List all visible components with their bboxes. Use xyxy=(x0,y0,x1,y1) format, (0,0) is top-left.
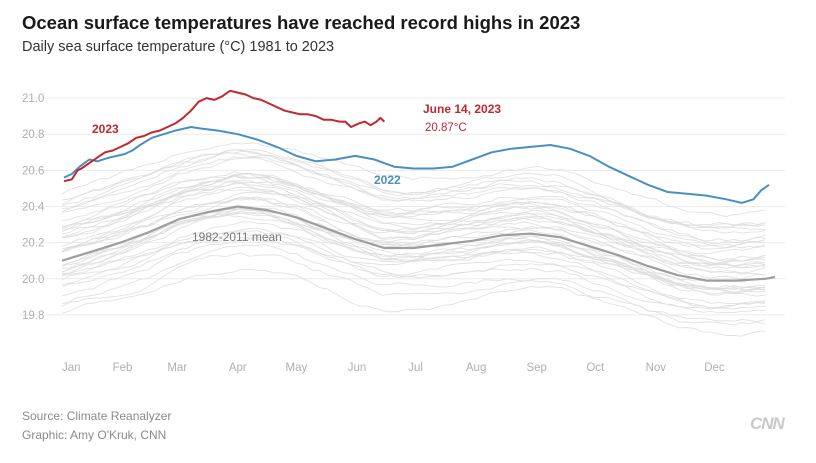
y-tick-label: 19.8 xyxy=(22,310,44,322)
background-year-line xyxy=(61,179,766,264)
y-axis-tick-labels: 19.8 20.0 20.2 20.4 20.6 20.8 21.0 xyxy=(22,93,45,322)
background-year-line xyxy=(61,189,766,269)
chart-subtitle: Daily sea surface temperature (°C) 1981 … xyxy=(22,39,335,55)
background-year-line xyxy=(61,150,766,242)
background-year-line xyxy=(61,181,766,261)
y-tick-label: 20.4 xyxy=(22,201,45,213)
x-tick-label: Sep xyxy=(526,362,546,374)
x-tick-label: Dec xyxy=(704,362,725,374)
background-year-line xyxy=(61,214,766,297)
background-year-line xyxy=(61,186,766,267)
label-2022: 2022 xyxy=(374,173,401,187)
label-mean: 1982-2011 mean xyxy=(192,230,282,244)
x-tick-label: Aug xyxy=(466,362,486,374)
cnn-logo: CNN xyxy=(750,414,785,433)
x-tick-label: Jun xyxy=(348,362,367,374)
x-tick-label: Nov xyxy=(646,362,667,374)
series-line-2023 xyxy=(63,89,385,183)
background-year-line xyxy=(61,142,766,217)
background-year-line xyxy=(61,197,766,276)
background-year-line xyxy=(61,197,766,280)
background-year-line xyxy=(61,152,766,227)
chart-annotations: 2023 2022 1982-2011 mean June 14, 2023 2… xyxy=(92,102,501,244)
y-tick-label: 20.0 xyxy=(22,274,44,286)
background-year-line xyxy=(61,173,766,255)
y-tick-label: 20.6 xyxy=(22,165,44,177)
series-line-2022 xyxy=(63,126,770,204)
x-tick-label: Jul xyxy=(408,362,423,374)
graphic-credit: Graphic: Amy O'Kruk, CNN xyxy=(22,428,167,442)
background-year-line xyxy=(61,236,766,309)
background-year-line xyxy=(61,230,766,304)
latest-date-label: June 14, 2023 xyxy=(423,102,501,116)
background-year-line xyxy=(61,207,766,291)
x-tick-label: Feb xyxy=(113,362,133,374)
y-tick-label: 21.0 xyxy=(22,93,44,105)
x-tick-label: Jan xyxy=(62,362,81,374)
background-years-lines xyxy=(61,142,766,337)
x-tick-label: Apr xyxy=(229,362,247,374)
background-year-line xyxy=(61,244,766,326)
source-note: Source: Climate Reanalyzer xyxy=(22,409,172,423)
background-year-line xyxy=(61,212,766,290)
background-year-line xyxy=(61,173,766,247)
y-tick-label: 20.2 xyxy=(22,238,44,250)
background-year-line xyxy=(61,183,766,267)
x-tick-label: Mar xyxy=(167,362,187,374)
highlighted-series xyxy=(61,89,776,282)
label-2023: 2023 xyxy=(92,122,119,136)
background-year-line xyxy=(61,149,766,231)
y-tick-label: 20.8 xyxy=(22,129,44,141)
series-line-1982-2011-mean xyxy=(61,205,776,282)
background-year-line xyxy=(61,196,766,274)
x-tick-label: Oct xyxy=(586,362,605,374)
latest-value-label: 20.87°C xyxy=(425,122,467,134)
background-year-line xyxy=(61,191,766,268)
x-axis-tick-labels: Jan Feb Mar Apr May Jun Jul Aug Sep Oct Nov Dec xyxy=(62,362,725,374)
background-year-line xyxy=(61,182,766,250)
background-year-line xyxy=(61,175,766,245)
background-year-line xyxy=(61,268,766,337)
background-year-line xyxy=(61,176,766,262)
background-year-line xyxy=(61,157,766,234)
x-tick-label: May xyxy=(286,362,308,374)
background-year-line xyxy=(61,238,766,314)
chart-title: Ocean surface temperatures have reached … xyxy=(22,12,581,33)
